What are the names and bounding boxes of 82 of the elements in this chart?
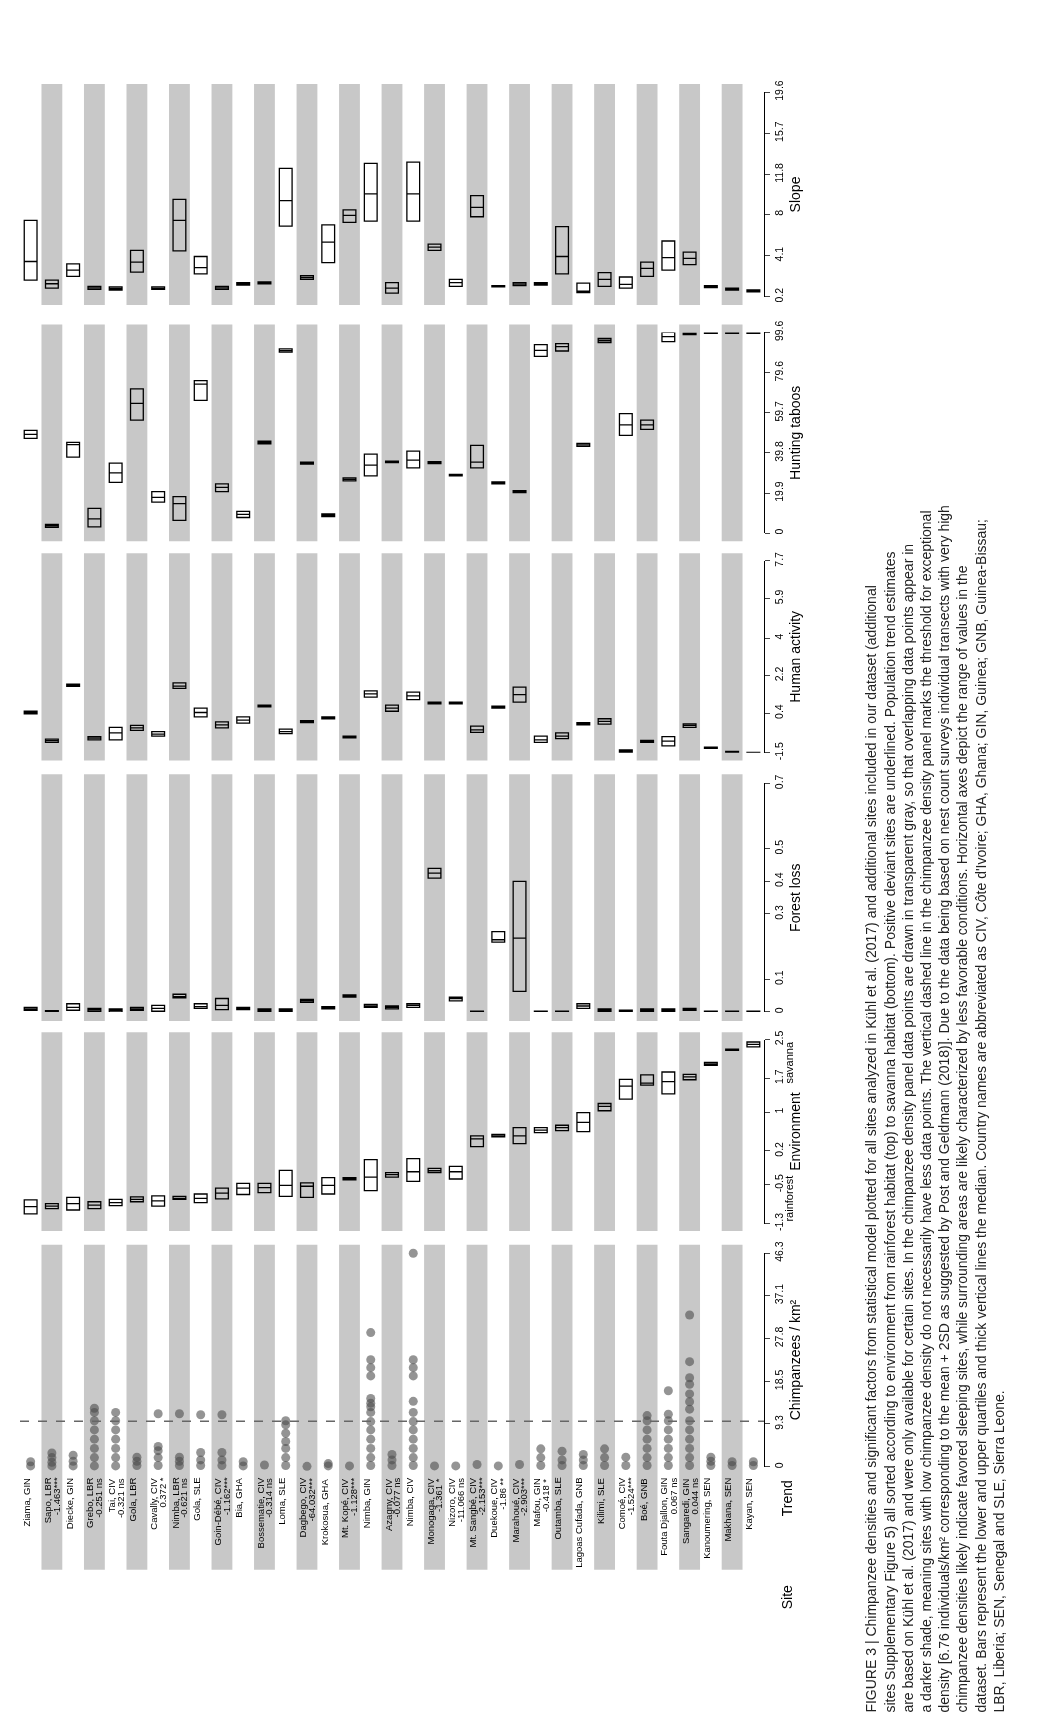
- text: Trend: [778, 1480, 795, 1517]
- y-tick-label: 5.9: [772, 589, 785, 605]
- y-tick-label: 2.5: [772, 1030, 785, 1046]
- y-tick-label: 11.8: [772, 162, 785, 183]
- text: -0.251 ns: [93, 1478, 105, 1518]
- category-label: Krokosua, GHA: [318, 1478, 330, 1546]
- category-label: Grebo, LBR: [84, 1477, 96, 1528]
- y-axis-title: Human activity: [786, 610, 803, 703]
- y-tick-label: 37.1: [772, 1283, 785, 1305]
- y-tick-label: 19.9: [772, 481, 785, 502]
- y-tick-label: 0.2: [772, 287, 785, 303]
- text: rainforest: [783, 1175, 796, 1222]
- category-label: Kayan, SEN: [743, 1477, 755, 1530]
- y-tick-label: 4: [772, 633, 785, 640]
- category-label: Cavally, CIV: [148, 1477, 160, 1530]
- category-label: Gola, LBR: [126, 1477, 138, 1522]
- y-tick-label: 0.4: [772, 872, 785, 888]
- category-label: Tai, CIV: [105, 1478, 117, 1513]
- y-tick-label: -1.5: [772, 741, 785, 761]
- y-axis-title: Slope: [786, 176, 803, 213]
- category-label: Nimba, GIN: [360, 1478, 372, 1529]
- y-axis-title: Forest loss: [786, 863, 803, 932]
- y-axis-title: Chimpanzees / km²: [786, 1299, 803, 1421]
- text: Site: [778, 1584, 795, 1610]
- category-label: Mafou, GIN: [531, 1478, 543, 1527]
- y-tick-label: 79.6: [772, 360, 785, 382]
- y-tick-label: 7.7: [772, 551, 785, 567]
- y-tick-label: 0.1: [772, 970, 785, 985]
- text: -1.86 **: [497, 1478, 509, 1510]
- category-label: Outamba, SLE: [552, 1477, 564, 1540]
- y-tick-label: 18.5: [772, 1369, 785, 1391]
- category-label: Fouta Djallon, GIN: [658, 1477, 670, 1556]
- category-label: Gola, SLE: [191, 1477, 203, 1521]
- category-label: Nimba, CIV: [403, 1477, 415, 1527]
- y-tick-label: 8: [772, 209, 785, 216]
- y-tick-label: 1.7: [772, 1069, 785, 1085]
- y-tick-label: 0.5: [772, 839, 785, 855]
- y-tick-label: 0.7: [772, 774, 785, 790]
- caption: FIGURE 3 | Chimpanzee densities and significant factors from statistical model plotted for all sites analyzed in Kühl et al. (2017) and additional sites included in our dataset (additional sites Supplementary Figure 5) all sorted according to environment from rainforest habitat (top) to savanna habitat (bottom). Positive deviant sites are underlined. Population trend estimates are based on Kühl et al. (2017) and were only available for certain sites. In the chimpanzee density panel data points are drawn in transparent gray, so that overlapping data points appear in a darker shade, meaning sites with low chimpanzee density do not necessarily have less data points. The vertical dashed line in the chimpanzee density panel marks the threshold for exceptional density [6.76 individuals/km² corresponding to the mean + 2SD as suggested by Post and Geldmann (2018)]. Due to the data being based on nest count surveys individual transects with very high chimpanzee densities likely indicate favored sleeping sites, while surrounding areas are likely characterized by less favorable conditions. Horizontal axes depict the range of values in the dataset. Bars represent the lower and upper quartiles and thick vertical lines the median. Country names are abbreviated as CIV, Côte d'Ivoire; GHA, Ghana; GIN, Guinea; GNB, Guinea-Bissau; LBR, Liberia; SEN, Senegal and SLE, Sierra Leone.: [863, 505, 1007, 1713]
- category-label: Comoé, CIV: [615, 1476, 627, 1530]
- y-tick-label: 0: [772, 1007, 785, 1014]
- category-label: Nizoro, CIV: [446, 1477, 458, 1527]
- category-label: Diecke, GIN: [63, 1477, 75, 1530]
- text: -0.321 ns: [114, 1478, 126, 1519]
- category-label: Mt. Kopé, CIV: [339, 1478, 351, 1538]
- text: 0.044 ns: [689, 1478, 701, 1515]
- y-tick-label: 59.7: [772, 400, 785, 422]
- y-tick-label: 99.6: [772, 320, 785, 342]
- y-axis-title: Hunting taboos: [786, 385, 803, 480]
- y-tick-label: -0.5: [772, 1174, 785, 1193]
- y-tick-label: 9.3: [772, 1414, 785, 1430]
- y-tick-label: 0.4: [772, 704, 785, 719]
- category-label: Goin-Débé, CIV: [211, 1477, 223, 1546]
- y-axis-title: Environment: [786, 1092, 803, 1171]
- category-label: Azagny, CIV: [382, 1478, 394, 1531]
- category-label: Lagoas Cufada, GNB: [573, 1477, 585, 1568]
- y-tick-label: 0.3: [772, 904, 785, 920]
- y-tick-label: 39.8: [772, 441, 785, 462]
- y-tick-label: 19.6: [772, 80, 785, 101]
- y-tick-label: 4.1: [772, 246, 785, 262]
- category-label: Loma, SLE: [276, 1477, 288, 1525]
- y-tick-label: 2.2: [772, 666, 785, 682]
- text: savanna: [783, 1041, 796, 1084]
- category-label: Makhana, SEN: [722, 1477, 734, 1542]
- y-tick-label: 46.3: [772, 1241, 785, 1262]
- category-label: Sangaredi, GIN: [679, 1478, 691, 1545]
- category-label: Ziama, GIN: [21, 1477, 33, 1527]
- category-label: Boé, GNB: [637, 1478, 649, 1522]
- category-label: Bossematie, CIV: [254, 1477, 266, 1549]
- y-tick-label: -1.3: [772, 1212, 785, 1232]
- category-label: Bia, GHA: [233, 1477, 245, 1518]
- y-tick-label: 27.8: [772, 1326, 785, 1348]
- category-label: Duekoue, CIV: [488, 1477, 500, 1538]
- y-tick-label: 0: [772, 528, 785, 535]
- y-tick-label: 0: [772, 1462, 785, 1469]
- y-tick-label: 1: [772, 1107, 785, 1114]
- category-label: Kilimi, SLE: [594, 1478, 606, 1525]
- y-tick-label: 15.7: [772, 121, 785, 142]
- category-label: Nimba, LBR: [169, 1477, 181, 1529]
- category-label: Kanoumering, SEN: [701, 1477, 713, 1559]
- text: 0.067 ns: [667, 1477, 679, 1515]
- y-tick-label: 0.2: [772, 1141, 785, 1157]
